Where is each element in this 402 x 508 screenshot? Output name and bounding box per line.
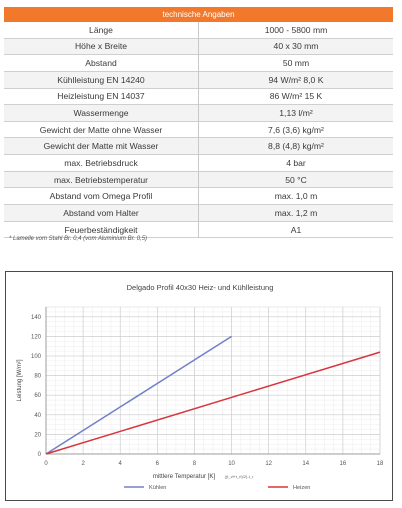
- spec-label: Feuerbeständigkeit: [4, 221, 199, 238]
- spec-value: 1000 - 5800 mm: [264, 24, 328, 35]
- x-tick-label: 10: [228, 461, 235, 467]
- x-tick-label: 18: [377, 461, 384, 467]
- spec-label: Abstand vom Halter: [4, 204, 199, 222]
- series-line-kuehlen: [45, 335, 233, 455]
- y-axis-label: Leistung [W/m²]: [17, 359, 23, 401]
- spec-row: max. Betriebstemperatur 50 °C: [4, 171, 393, 188]
- spec-row: Gewicht der Matte ohne Wasser 7,6 (3,6) k…: [4, 121, 393, 138]
- spec-value: max. 1,2 m: [198, 204, 393, 222]
- series-line-heizen: [45, 351, 381, 455]
- spec-label: Länge: [4, 22, 199, 39]
- specs-table-body: Länge 1000 - 5800 mm Höhe x Breite 40 x 30 …: [4, 22, 393, 238]
- y-tick-label: 100: [31, 354, 42, 360]
- spec-value: 86 W/m² 15 K: [269, 91, 323, 102]
- spec-label: Heizleistung EN 14037: [4, 88, 199, 105]
- spec-value: 8,8 (4,8) kg/m²: [198, 137, 393, 155]
- y-tick-label: 40: [34, 413, 41, 419]
- spec-row: Wassermenge 1,13 l/m²: [4, 104, 393, 122]
- spec-value: 50 mm: [282, 58, 310, 69]
- spec-value: 40 x 30 mm: [198, 38, 393, 55]
- footnote: * Lamelle vom Stahl Br. 0,4 (vom Alumini…: [9, 236, 148, 242]
- spec-value: 1,13 l/m²: [198, 104, 393, 122]
- specs-table-header: technische Angaben: [4, 7, 393, 22]
- specs-table: technische Angaben Länge 1000 - 5800 mm Hö…: [4, 7, 393, 238]
- y-tick-label: 80: [34, 374, 41, 380]
- spec-row: Abstand vom Halter max. 1,2 m: [4, 204, 393, 222]
- spec-value: A1: [290, 224, 302, 235]
- spec-label: max. Betriebsdruck: [4, 154, 199, 172]
- y-tick-label: 0: [38, 452, 42, 458]
- spec-row: Kühlleistung EN 14240 94 W/m² 8,0 K: [4, 71, 393, 89]
- x-tick-label: 4: [119, 461, 123, 467]
- y-tick-label: 60: [34, 393, 41, 399]
- spec-label: Kühlleistung EN 14240: [4, 71, 199, 89]
- spec-row: Abstand 50 mm: [4, 54, 393, 72]
- spec-label: max. Betriebstemperatur: [4, 171, 199, 188]
- chart-frame: 0 2 4 6 8 10 12 14 16 18 0 20 40 60 80 100 120 140 Delgado…: [5, 271, 393, 501]
- legend-label: Kühlen: [149, 485, 166, 491]
- spec-value: 94 W/m² 8,0 K: [198, 71, 393, 89]
- spec-row: Gewicht der Matte mit Wasser 8,8 (4,8) kg…: [4, 137, 393, 155]
- specs-table-container: technische Angaben Länge 1000 - 5800 mm Hö…: [4, 7, 393, 238]
- spec-label: Abstand vom Omega Profil: [4, 187, 199, 205]
- spec-value: 50 °C: [198, 171, 393, 188]
- x-tick-label: 0: [44, 461, 48, 467]
- y-tick-label: 20: [34, 432, 41, 438]
- x-tick-label: 14: [302, 461, 309, 467]
- spec-row: max. Betriebsdruck 4 bar: [4, 154, 393, 172]
- y-tick-label: 140: [31, 315, 42, 321]
- x-tick-label: 2: [81, 461, 85, 467]
- spec-value: 4 bar: [286, 157, 306, 168]
- x-tick-label: 12: [265, 461, 272, 467]
- spec-label: Gewicht der Matte mit Wasser: [4, 137, 199, 155]
- spec-label: Abstand: [4, 54, 199, 72]
- spec-row: Abstand vom Omega Profil max. 1,0 m: [4, 187, 393, 205]
- spec-value: 7,6 (3,6) kg/m²: [268, 124, 324, 135]
- x-tick-label: 6: [156, 461, 160, 467]
- x-axis-formula: ((t_vl+t_rl)/2)-t_r: [225, 474, 254, 479]
- x-tick-label: 8: [193, 461, 197, 467]
- x-tick-label: 16: [340, 461, 347, 467]
- spec-row: Feuerbeständigkeit A1: [4, 221, 393, 238]
- spec-value: max. 1,0 m: [274, 191, 318, 202]
- spec-label: Gewicht der Matte ohne Wasser: [4, 121, 199, 138]
- y-tick-label: 120: [31, 334, 42, 340]
- spec-row: Länge 1000 - 5800 mm: [4, 22, 393, 39]
- x-axis-label: mittlere Temperatur [K]: [153, 473, 216, 480]
- spec-label: Wassermenge: [4, 104, 199, 122]
- line-chart: 0 2 4 6 8 10 12 14 16 18 0 20 40 60 80 100 120 140 Delgado…: [17, 283, 384, 491]
- spec-label: Höhe x Breite: [4, 38, 199, 55]
- spec-row: Höhe x Breite 40 x 30 mm: [4, 38, 393, 55]
- spec-row: Heizleistung EN 14037 86 W/m² 15 K: [4, 88, 393, 105]
- chart-title: Delgado Profil 40x30 Heiz- und Kühlleist…: [127, 283, 274, 292]
- legend-label: Heizen: [293, 485, 310, 491]
